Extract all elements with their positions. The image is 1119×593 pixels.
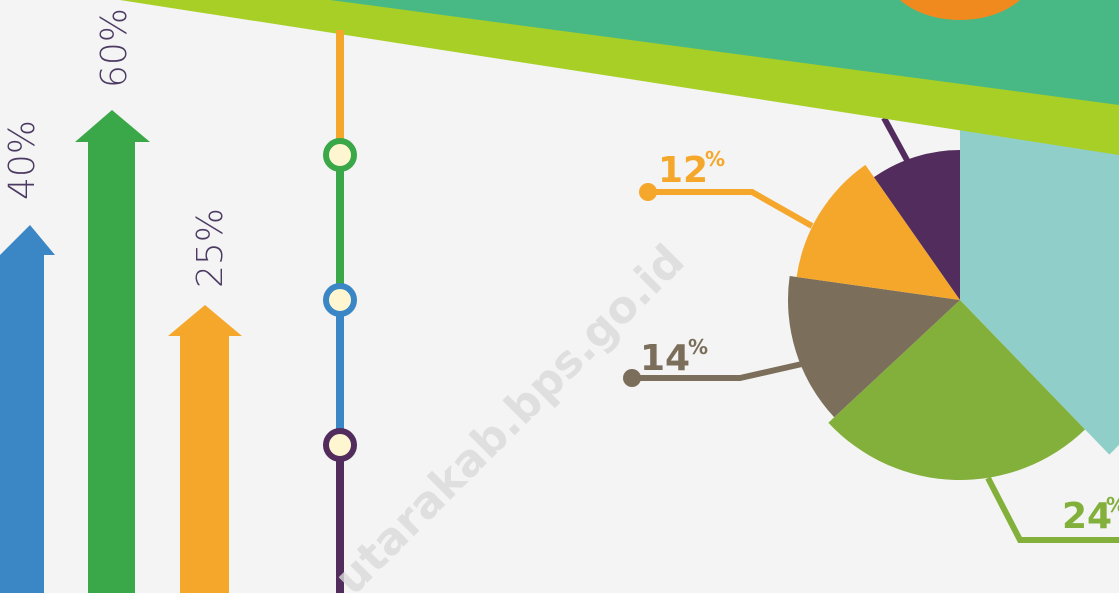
circle xyxy=(900,0,1020,20)
pie-slice xyxy=(828,300,1086,480)
pie-label: 24 xyxy=(1062,496,1112,537)
node xyxy=(323,428,357,462)
arrow-label: 25% xyxy=(190,208,231,288)
leader-line xyxy=(648,189,814,229)
node xyxy=(323,283,357,317)
leader-dot xyxy=(623,369,641,387)
leader-line xyxy=(632,361,803,381)
pie-label-unit: % xyxy=(705,147,725,171)
arrow xyxy=(168,305,242,593)
pie-label-unit: % xyxy=(688,335,708,359)
arrow-label: 40% xyxy=(2,120,43,200)
leader-line xyxy=(881,116,911,164)
pie-label-unit: % xyxy=(1106,493,1119,517)
node xyxy=(323,138,357,172)
leader-dot xyxy=(639,183,657,201)
pie-label: 12 xyxy=(658,150,708,191)
arrow-label: 60% xyxy=(94,8,135,88)
pie-slice xyxy=(788,276,960,418)
pie-label: 14 xyxy=(640,338,690,379)
band xyxy=(0,0,1119,105)
arrow xyxy=(75,110,150,593)
pie-slice xyxy=(796,164,960,300)
arrow xyxy=(0,225,55,593)
pie xyxy=(788,85,1119,480)
leader-line xyxy=(985,476,1119,543)
pie-slice xyxy=(873,150,960,300)
pie-slice xyxy=(960,85,1119,455)
